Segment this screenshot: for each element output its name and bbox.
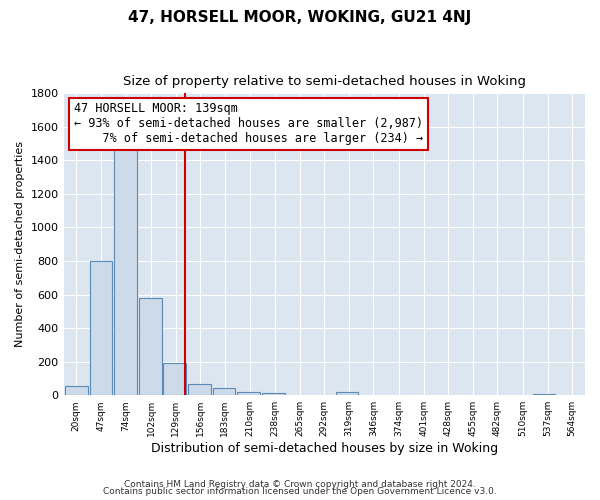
Bar xyxy=(65,386,88,395)
Bar xyxy=(188,384,211,395)
Title: Size of property relative to semi-detached houses in Woking: Size of property relative to semi-detach… xyxy=(123,75,526,88)
Bar xyxy=(89,261,112,395)
Bar xyxy=(533,394,556,395)
Bar xyxy=(139,298,161,395)
X-axis label: Distribution of semi-detached houses by size in Woking: Distribution of semi-detached houses by … xyxy=(151,442,498,455)
Text: Contains public sector information licensed under the Open Government Licence v3: Contains public sector information licen… xyxy=(103,487,497,496)
Bar xyxy=(335,392,358,395)
Bar xyxy=(163,364,186,395)
Y-axis label: Number of semi-detached properties: Number of semi-detached properties xyxy=(15,142,25,348)
Text: 47, HORSELL MOOR, WOKING, GU21 4NJ: 47, HORSELL MOOR, WOKING, GU21 4NJ xyxy=(128,10,472,25)
Text: 47 HORSELL MOOR: 139sqm
← 93% of semi-detached houses are smaller (2,987)
    7%: 47 HORSELL MOOR: 139sqm ← 93% of semi-de… xyxy=(74,102,423,146)
Bar xyxy=(114,146,137,395)
Bar xyxy=(237,392,260,395)
Bar xyxy=(212,388,235,395)
Text: Contains HM Land Registry data © Crown copyright and database right 2024.: Contains HM Land Registry data © Crown c… xyxy=(124,480,476,489)
Bar xyxy=(262,392,284,395)
